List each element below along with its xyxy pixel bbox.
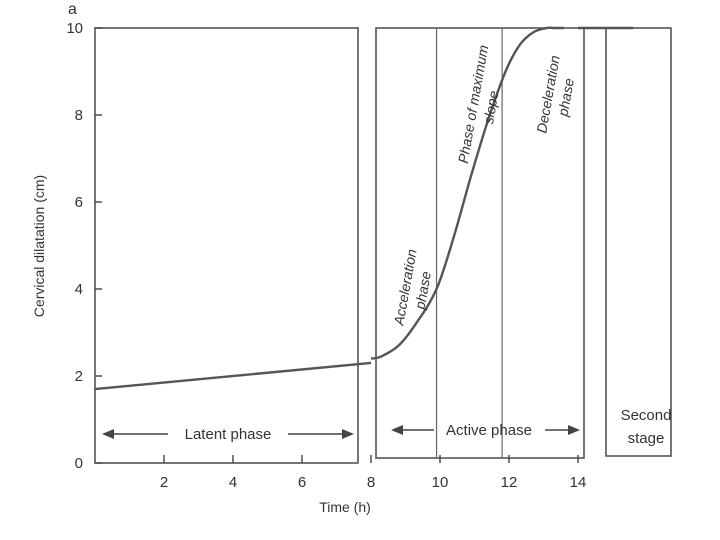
y-tick-label: 10 — [66, 20, 83, 37]
x-axis-ticks: 2 4 6 8 10 12 14 — [160, 455, 587, 491]
y-tick-label: 0 — [75, 455, 83, 472]
acceleration-label-line2: phase — [411, 270, 434, 312]
deceleration-label-line2: phase — [554, 77, 577, 119]
deceleration-phase-label: Deceleration phase — [533, 54, 577, 134]
max-slope-label-line2: slope — [480, 89, 502, 125]
y-axis-label: Cervical dilatation (cm) — [31, 175, 47, 317]
active-phase-label: Active phase — [446, 422, 532, 439]
x-tick-label: 12 — [501, 474, 518, 491]
x-tick-label: 6 — [298, 474, 306, 491]
y-tick-label: 4 — [75, 281, 83, 298]
latent-panel-frame — [94, 27, 359, 464]
acceleration-phase-label: Acceleration phase — [390, 248, 434, 328]
y-tick-label: 2 — [75, 368, 83, 385]
x-axis-label: Time (h) — [319, 499, 371, 515]
latent-phase-label: Latent phase — [185, 426, 272, 443]
second-stage-panel-frame — [605, 27, 672, 457]
second-stage-label-line2: stage — [628, 430, 665, 447]
active-phase-arrow — [391, 425, 580, 435]
y-tick-label: 6 — [75, 194, 83, 211]
corner-mark: a — [68, 1, 77, 18]
x-tick-label: 8 — [367, 474, 375, 491]
max-slope-phase-label: Phase of maximum slope — [455, 43, 502, 164]
second-stage-label-line1: Second — [621, 407, 672, 424]
x-tick-label: 10 — [432, 474, 449, 491]
x-tick-label: 2 — [160, 474, 168, 491]
x-tick-label: 4 — [229, 474, 237, 491]
active-panel-frame — [375, 27, 585, 459]
latent-phase-curve — [94, 361, 372, 391]
latent-phase-arrow — [102, 429, 354, 439]
y-axis-ticks: 0 2 4 6 8 10 — [66, 20, 102, 472]
y-tick-label: 8 — [75, 107, 83, 124]
active-phase-curve — [370, 26, 565, 360]
x-tick-label: 14 — [570, 474, 587, 491]
